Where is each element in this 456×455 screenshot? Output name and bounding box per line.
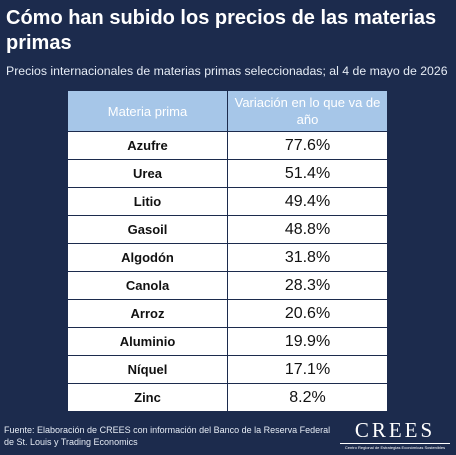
change-cell: 17.1% — [227, 355, 388, 384]
commodity-cell: Zinc — [67, 383, 228, 412]
commodity-cell: Azufre — [67, 131, 228, 160]
commodity-cell: Urea — [67, 159, 228, 188]
commodity-cell: Algodón — [67, 243, 228, 272]
change-cell: 77.6% — [227, 131, 388, 160]
commodity-cell: Gasoil — [67, 215, 228, 244]
header-row: Materia prima Variación en lo que va de … — [67, 90, 388, 132]
column-header: Variación en lo que va de año — [227, 90, 388, 132]
table-row: Urea 51.4% — [67, 159, 388, 188]
table-row: Azufre 77.6% — [67, 131, 388, 160]
change-cell: 28.3% — [227, 271, 388, 300]
change-cell: 19.9% — [227, 327, 388, 356]
change-cell: 8.2% — [227, 383, 388, 412]
change-cell: 49.4% — [227, 187, 388, 216]
table-body: Azufre 77.6% Urea 51.4% Litio 49.4% Gasoil 48.8… — [67, 131, 388, 412]
table-row: Arroz 20.6% — [67, 299, 388, 328]
logo-name: CREES — [354, 418, 436, 442]
commodity-cell: Níquel — [67, 355, 228, 384]
change-cell: 51.4% — [227, 159, 388, 188]
table-row: Aluminio 19.9% — [67, 327, 388, 356]
table-row: Níquel 17.1% — [67, 355, 388, 384]
change-cell: 48.8% — [227, 215, 388, 244]
table: Materia prima Variación en lo que va de … — [67, 90, 388, 412]
logo-tagline: Centro Regional de Estrategias Económica… — [340, 443, 450, 450]
source-note: Fuente: Elaboración de CREES con informa… — [4, 425, 331, 447]
table-row: Algodón 31.8% — [67, 243, 388, 272]
table-row: Canola 28.3% — [67, 271, 388, 300]
commodity-cell: Arroz — [67, 299, 228, 328]
subtitle: Precios internacionales de materias prim… — [6, 64, 448, 78]
column-header: Materia prima — [67, 90, 228, 132]
table-row: Litio 49.4% — [67, 187, 388, 216]
commodity-cell: Litio — [67, 187, 228, 216]
logo: CREES Centro Regional de Estrategias Eco… — [340, 418, 450, 450]
title: Cómo han subido los precios de las mater… — [6, 7, 437, 54]
commodity-cell: Canola — [67, 271, 228, 300]
table-row: Gasoil 48.8% — [67, 215, 388, 244]
table-row: Zinc 8.2% — [67, 383, 388, 412]
commodity-cell: Aluminio — [67, 327, 228, 356]
change-cell: 20.6% — [227, 299, 388, 328]
change-cell: 31.8% — [227, 243, 388, 272]
